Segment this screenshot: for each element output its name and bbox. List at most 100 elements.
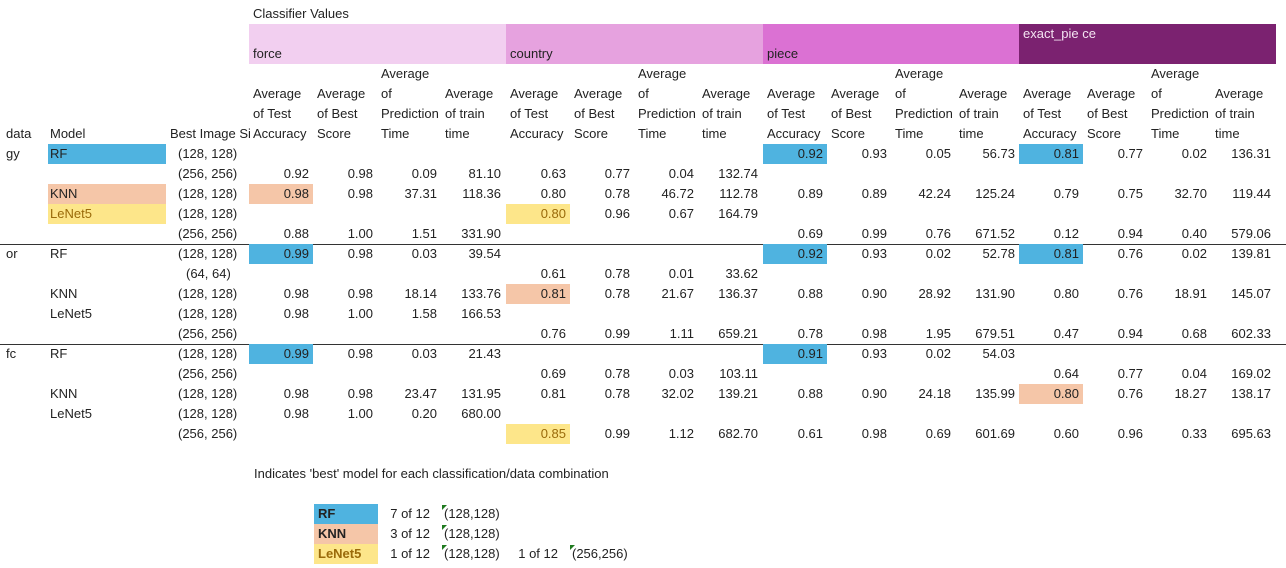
value-cell[interactable]: 1.11	[669, 326, 694, 341]
value-cell[interactable]: 0.98	[347, 386, 373, 401]
value-cell[interactable]	[891, 264, 955, 284]
model-cell[interactable]	[48, 424, 166, 444]
value-cell[interactable]: 56.73	[982, 146, 1015, 161]
value-cell[interactable]: 0.81	[540, 386, 566, 401]
image-size-cell[interactable]: (128, 128)	[178, 346, 238, 361]
value-cell[interactable]: 0.94	[1117, 326, 1143, 341]
value-cell[interactable]: 18.91	[1174, 286, 1207, 301]
value-cell[interactable]: 0.04	[668, 166, 694, 181]
measure-header[interactable]: Average of Best Score	[574, 86, 623, 141]
value-cell[interactable]: 103.11	[719, 366, 758, 381]
measure-header[interactable]: Average of Test Accuracy	[1023, 86, 1077, 141]
dataset-cell[interactable]	[4, 224, 44, 244]
value-cell[interactable]: 0.60	[1053, 426, 1079, 441]
value-cell[interactable]: 0.76	[925, 226, 951, 241]
value-cell[interactable]: 0.98	[283, 306, 309, 321]
value-cell[interactable]	[763, 364, 827, 384]
value-cell[interactable]: 139.21	[718, 386, 758, 401]
value-cell[interactable]	[441, 424, 505, 444]
value-cell[interactable]	[570, 344, 634, 364]
value-cell[interactable]: 0.03	[668, 366, 694, 381]
value-cell[interactable]: 0.78	[604, 366, 630, 381]
value-cell[interactable]: 0.94	[1117, 226, 1143, 241]
measure-header[interactable]: Average of Test Accuracy	[510, 86, 564, 141]
value-cell[interactable]: 0.75	[1117, 186, 1143, 201]
value-cell[interactable]: 0.81	[1019, 244, 1083, 264]
image-size-cell[interactable]: (128, 128)	[178, 246, 238, 261]
value-cell[interactable]	[249, 144, 313, 164]
value-cell[interactable]	[249, 264, 313, 284]
value-cell[interactable]	[1211, 264, 1275, 284]
value-cell[interactable]	[634, 144, 698, 164]
dataset-cell[interactable]: gy	[6, 146, 20, 161]
value-cell[interactable]: 24.18	[918, 386, 951, 401]
value-cell[interactable]: 0.76	[1117, 386, 1143, 401]
value-cell[interactable]: 169.02	[1231, 366, 1271, 381]
value-cell[interactable]: 23.47	[404, 386, 437, 401]
model-cell[interactable]: RF	[50, 346, 68, 361]
value-cell[interactable]	[1019, 404, 1083, 424]
value-cell[interactable]: 21.43	[468, 346, 501, 361]
value-cell[interactable]: 0.63	[540, 166, 566, 181]
value-cell[interactable]: 0.78	[604, 286, 630, 301]
value-cell[interactable]: 0.05	[925, 146, 951, 161]
image-size-cell[interactable]: (256, 256)	[178, 166, 238, 181]
image-size-cell[interactable]: (128, 128)	[178, 286, 238, 301]
value-cell[interactable]: 0.67	[668, 206, 694, 221]
dataset-cell[interactable]	[4, 404, 44, 424]
value-cell[interactable]	[763, 404, 827, 424]
value-cell[interactable]: 0.80	[1019, 384, 1083, 404]
value-cell[interactable]	[1083, 304, 1147, 324]
value-cell[interactable]: 1.58	[411, 306, 437, 321]
dataset-cell[interactable]	[4, 264, 44, 284]
value-cell[interactable]	[1019, 204, 1083, 224]
value-cell[interactable]	[827, 304, 891, 324]
dataset-cell[interactable]	[4, 324, 44, 344]
value-cell[interactable]: 164.79	[718, 206, 758, 221]
value-cell[interactable]	[249, 424, 313, 444]
value-cell[interactable]	[891, 204, 955, 224]
legend-swatch-knn[interactable]: KNN	[314, 524, 378, 544]
value-cell[interactable]: 166.53	[461, 306, 501, 321]
value-cell[interactable]	[1211, 404, 1275, 424]
value-cell[interactable]: 0.01	[668, 266, 694, 281]
value-cell[interactable]: 0.98	[283, 406, 309, 421]
value-cell[interactable]: 0.96	[1117, 426, 1143, 441]
value-cell[interactable]: 118.36	[462, 186, 501, 201]
value-cell[interactable]: 18.27	[1174, 386, 1207, 401]
model-cell[interactable]: LeNet5	[50, 406, 92, 421]
dataset-cell[interactable]: fc	[6, 346, 17, 361]
legend-count-2[interactable]: 1 of 12	[518, 546, 558, 561]
legend-size-2[interactable]: (256,256)	[572, 546, 628, 561]
value-cell[interactable]	[827, 264, 891, 284]
classifier-header-force[interactable]: force	[253, 46, 282, 61]
value-cell[interactable]	[891, 404, 955, 424]
value-cell[interactable]	[441, 364, 505, 384]
legend-swatch-lenet5[interactable]: LeNet5	[314, 544, 378, 564]
measure-header[interactable]: Average of Best Score	[317, 86, 366, 141]
value-cell[interactable]	[763, 264, 827, 284]
value-cell[interactable]	[570, 304, 634, 324]
value-cell[interactable]	[249, 364, 313, 384]
value-cell[interactable]: 0.98	[249, 184, 313, 204]
measure-header[interactable]: Average of Test Accuracy	[253, 86, 307, 141]
image-size-cell[interactable]: (64, 64)	[186, 266, 231, 281]
classifier-values-label[interactable]: Classifier Values	[253, 6, 349, 21]
value-cell[interactable]	[763, 204, 827, 224]
value-cell[interactable]: 1.00	[347, 306, 373, 321]
value-cell[interactable]: 0.79	[1053, 186, 1079, 201]
measure-header[interactable]: Average of Test Accuracy	[767, 86, 821, 141]
measure-header[interactable]: Average of Prediction Time	[1151, 66, 1209, 141]
value-cell[interactable]	[377, 264, 441, 284]
value-cell[interactable]: 1.51	[411, 226, 437, 241]
value-cell[interactable]: 0.76	[1117, 246, 1143, 261]
value-cell[interactable]: 0.47	[1053, 326, 1079, 341]
value-cell[interactable]	[634, 224, 698, 244]
value-cell[interactable]: 135.99	[975, 386, 1015, 401]
classifier-header-exact_pie-ce[interactable]: exact_pie ce	[1023, 26, 1096, 41]
value-cell[interactable]: 119.44	[1232, 186, 1271, 201]
value-cell[interactable]	[1147, 264, 1211, 284]
value-cell[interactable]: 0.99	[249, 344, 313, 364]
measure-header[interactable]: Average of Prediction Time	[381, 66, 439, 141]
value-cell[interactable]: 331.90	[461, 226, 501, 241]
